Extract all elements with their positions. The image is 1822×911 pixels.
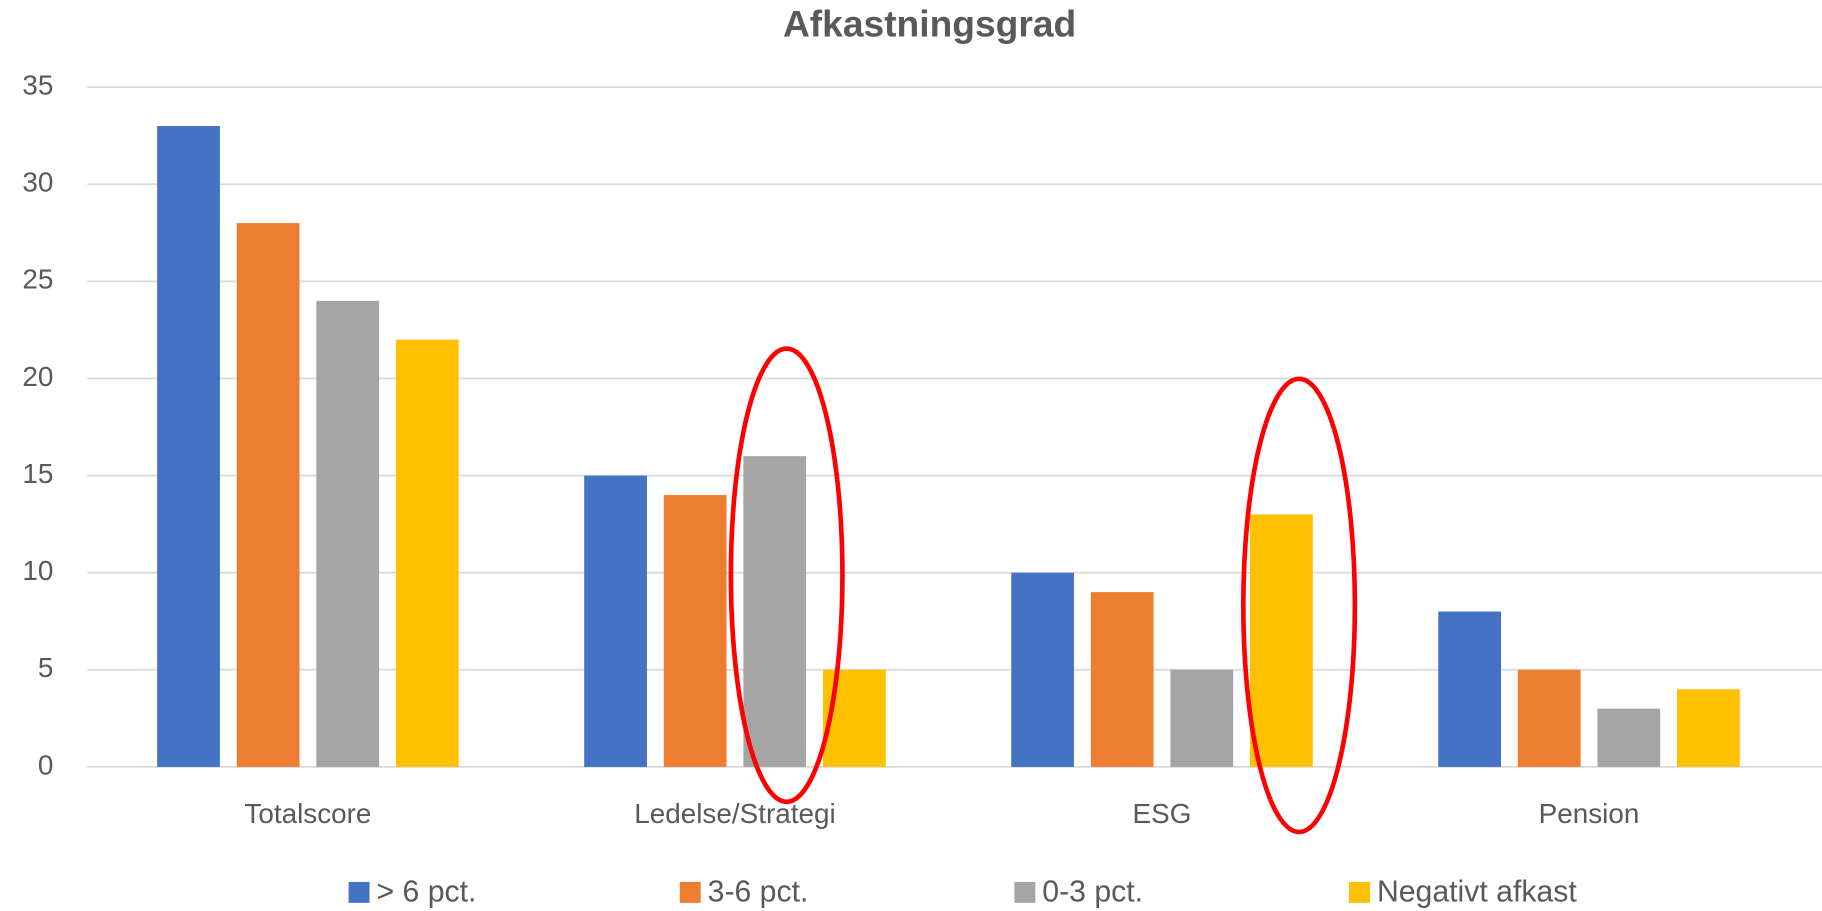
y-tick-label: 25 <box>22 264 53 295</box>
highlight-ellipse <box>1241 376 1358 835</box>
y-tick-label: 5 <box>38 652 54 683</box>
y-tick-label: 20 <box>22 361 53 392</box>
bar <box>395 339 459 767</box>
bar <box>1090 592 1154 767</box>
legend-label: > 6 pct. <box>376 876 476 909</box>
legend-item: > 6 pct. <box>348 876 476 909</box>
bar <box>316 300 380 767</box>
bar <box>743 456 807 767</box>
bar <box>1170 669 1234 767</box>
chart-title: Afkastningsgrad <box>783 3 1076 45</box>
bar <box>1250 514 1313 767</box>
bar <box>1677 689 1740 767</box>
y-tick-label: 35 <box>22 70 53 101</box>
bar <box>157 125 220 767</box>
y-tick-label: 10 <box>22 555 53 586</box>
y-tick-label: 15 <box>22 458 53 489</box>
x-tick-label: Pension <box>1539 798 1640 829</box>
bar <box>663 495 727 767</box>
x-tick-label: Ledelse/Strategi <box>634 798 835 829</box>
legend-item: 0-3 pct. <box>1014 876 1143 909</box>
bar <box>1438 611 1502 767</box>
legend-item: Negativt afkast <box>1349 876 1577 909</box>
legend-label: 0-3 pct. <box>1042 876 1143 909</box>
x-tick-label: Totalscore <box>244 798 371 829</box>
bar <box>236 223 300 767</box>
legend-swatch <box>679 881 701 903</box>
bar <box>822 669 886 767</box>
legend-swatch <box>348 881 370 903</box>
y-tick-label: 30 <box>22 167 53 198</box>
legend-item: 3-6 pct. <box>679 876 809 909</box>
bar <box>1517 669 1581 767</box>
legend-label: Negativt afkast <box>1377 876 1577 909</box>
x-tick-label: ESG <box>1133 798 1192 829</box>
bar <box>584 475 647 767</box>
plot-area: 0 5 10 15 20 25 30 35 Totalscore Ledelse/Strategi… <box>22 70 1822 829</box>
legend-swatch <box>1349 881 1370 903</box>
legend-swatch <box>1014 881 1036 903</box>
legend-label: 3-6 pct. <box>708 876 809 909</box>
bar <box>1597 708 1661 767</box>
highlight-ellipse <box>728 346 845 805</box>
y-tick-label: 0 <box>38 749 54 780</box>
bar <box>1011 572 1074 767</box>
